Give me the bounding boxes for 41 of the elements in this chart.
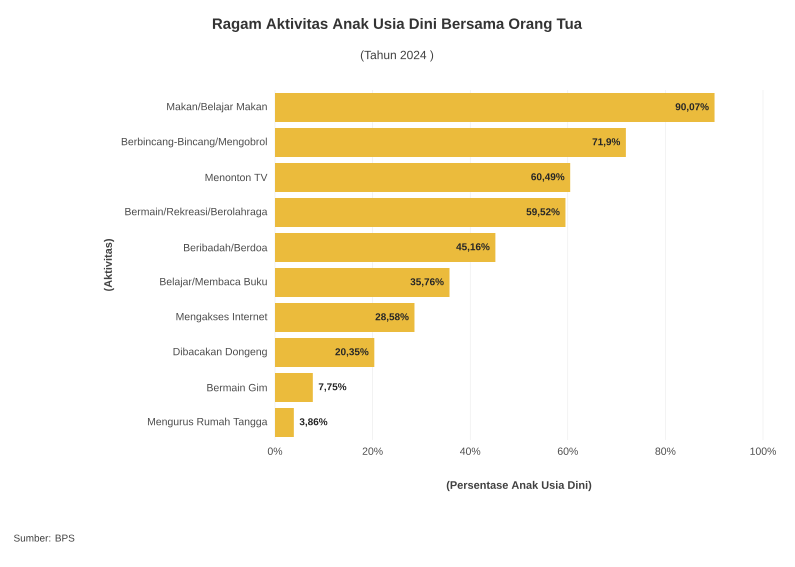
y-tick-label: Beribadah/Berdoa bbox=[184, 244, 268, 252]
data-label: 60,49% bbox=[531, 173, 564, 182]
y-tick-label: Makan/Belajar Makan bbox=[167, 102, 267, 112]
data-label: 35,76% bbox=[410, 278, 444, 287]
x-tick-label: 20% bbox=[362, 448, 383, 455]
x-axis-title: (Persentase Anak Usia Dini) bbox=[446, 480, 592, 492]
data-label: 3,86% bbox=[300, 418, 328, 427]
data-label: 59,52% bbox=[526, 208, 560, 217]
y-tick-label: Belajar/Membaca Buku bbox=[160, 278, 267, 288]
x-tick-label: 80% bbox=[655, 448, 676, 455]
bar bbox=[275, 408, 294, 438]
y-tick-label: Berbincang-Bincang/Mengobrol bbox=[122, 138, 267, 148]
x-tick-label: 100% bbox=[750, 448, 776, 455]
bar bbox=[275, 268, 450, 298]
chart-subtitle: (Tahun 2024 ) bbox=[360, 50, 434, 62]
y-tick-label: Mengakses Internet bbox=[176, 312, 268, 322]
x-tick-label: 0% bbox=[268, 448, 282, 455]
y-tick-label: Menonton TV bbox=[206, 174, 268, 182]
bar bbox=[275, 92, 715, 122]
bar bbox=[275, 232, 496, 262]
bar bbox=[275, 162, 570, 192]
y-axis-title: (Aktivitas) bbox=[104, 239, 114, 291]
data-label: 45,16% bbox=[456, 243, 490, 252]
data-label: 28,58% bbox=[376, 313, 409, 322]
y-tick-label: Dibacakan Dongeng bbox=[174, 348, 267, 358]
bar bbox=[275, 302, 414, 332]
data-label: 20,35% bbox=[335, 348, 369, 357]
data-label: 7,75% bbox=[318, 383, 346, 392]
y-tick-label: Mengurus Rumah Tangga bbox=[148, 418, 268, 428]
chart-title: Ragam Aktivitas Anak Usia Dini Bersama Orang Tua bbox=[212, 18, 582, 32]
bar bbox=[275, 128, 626, 158]
y-tick-label: Bermain/Rekreasi/Berolahraga bbox=[125, 208, 268, 218]
data-label: 71,9% bbox=[592, 138, 620, 147]
bar bbox=[275, 372, 313, 402]
bar bbox=[275, 198, 566, 228]
x-tick-label: 40% bbox=[460, 448, 480, 455]
data-label: 90,07% bbox=[676, 103, 709, 112]
x-tick-label: 60% bbox=[558, 448, 578, 455]
y-tick-label: Bermain Gim bbox=[207, 384, 267, 392]
text: Sumber: BPS bbox=[14, 534, 74, 542]
bar bbox=[275, 338, 374, 368]
